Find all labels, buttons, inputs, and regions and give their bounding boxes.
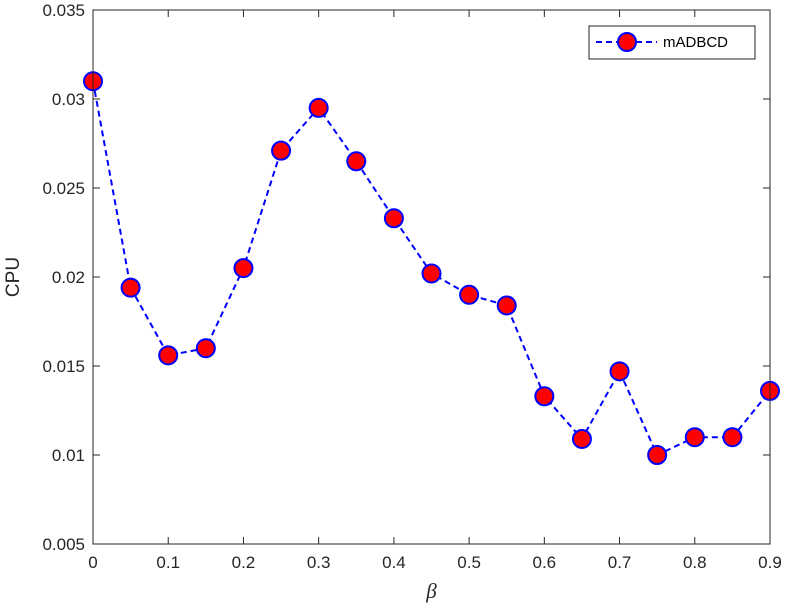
y-tick-label: 0.03 bbox=[52, 90, 85, 109]
data-point bbox=[722, 427, 743, 448]
data-point bbox=[647, 445, 668, 465]
x-tick-label: 0.4 bbox=[382, 553, 406, 572]
x-tick-label: 0 bbox=[88, 553, 97, 572]
data-point bbox=[271, 140, 292, 161]
data-point bbox=[158, 345, 179, 366]
y-axis-label: CPU bbox=[3, 257, 24, 297]
data-point bbox=[684, 427, 705, 448]
data-point bbox=[308, 97, 329, 118]
x-axis: 0 0.1 0.2 0.3 0.4 0.5 0.6 0.7 0.8 0.9 bbox=[88, 10, 782, 572]
y-tick-label: 0.015 bbox=[42, 357, 85, 376]
y-tick-label: 0.005 bbox=[42, 535, 85, 554]
data-point bbox=[346, 151, 367, 172]
legend-marker bbox=[617, 32, 637, 52]
x-tick-label: 0.2 bbox=[232, 553, 256, 572]
data-point bbox=[421, 263, 442, 284]
x-tick-label: 0.9 bbox=[758, 553, 782, 572]
y-tick-label: 0.035 bbox=[42, 1, 85, 20]
x-axis-label: β bbox=[425, 579, 437, 603]
y-tick-label: 0.02 bbox=[52, 268, 85, 287]
data-point bbox=[233, 258, 254, 279]
x-tick-label: 0.5 bbox=[457, 553, 481, 572]
x-tick-label: 0.1 bbox=[156, 553, 180, 572]
data-point bbox=[609, 361, 630, 382]
data-point bbox=[120, 277, 141, 298]
legend: mADBCD bbox=[588, 25, 756, 60]
data-point bbox=[383, 208, 404, 229]
plot-frame bbox=[92, 9, 771, 545]
data-point bbox=[459, 284, 480, 305]
data-point bbox=[534, 386, 555, 407]
x-tick-label: 0.7 bbox=[608, 553, 632, 572]
x-tick-label: 0.3 bbox=[307, 553, 331, 572]
y-tick-label: 0.025 bbox=[42, 179, 85, 198]
data-point bbox=[571, 428, 592, 449]
y-tick-label: 0.01 bbox=[52, 446, 85, 465]
data-point bbox=[496, 295, 517, 316]
x-tick-label: 0.8 bbox=[683, 553, 707, 572]
data-point bbox=[195, 338, 216, 359]
x-tick-label: 0.6 bbox=[533, 553, 557, 572]
legend-entry-label: mADBCD bbox=[663, 34, 728, 51]
y-axis: 0.005 0.01 0.015 0.02 0.025 0.03 0.035 bbox=[42, 1, 770, 554]
